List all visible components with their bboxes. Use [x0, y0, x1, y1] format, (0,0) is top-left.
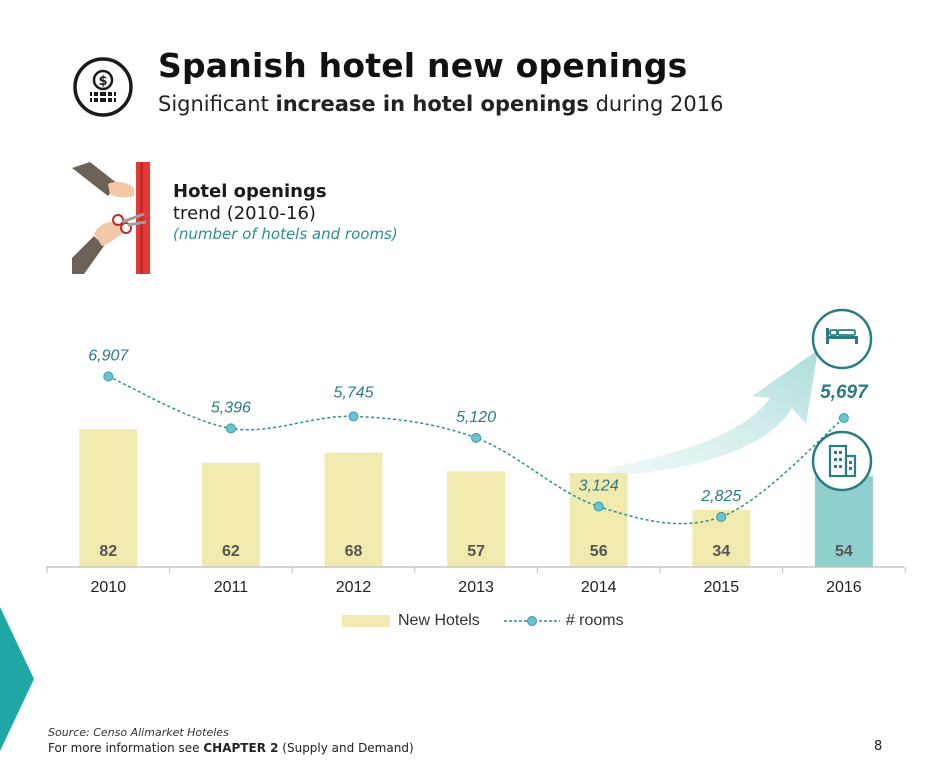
rooms-point-2013	[471, 432, 482, 443]
bar-value-label: 56	[590, 543, 608, 560]
bed-icon	[811, 308, 873, 370]
more-info-note: For more information see CHAPTER 2 (Supp…	[48, 741, 414, 755]
svg-text:$: $	[98, 74, 107, 89]
rooms-point-2011	[225, 423, 236, 434]
x-tick-label: 2016	[826, 579, 862, 596]
x-tick-label: 2011	[214, 579, 249, 596]
bar-2010	[79, 429, 138, 567]
legend-swatch-line	[503, 616, 560, 626]
rooms-point-2012	[348, 411, 359, 422]
page-number: 8	[874, 739, 883, 754]
chevron-tab-icon	[0, 607, 34, 751]
bar-2013	[447, 471, 506, 567]
bar-2014	[569, 472, 628, 567]
rooms-point-2010	[103, 371, 114, 382]
rooms-value-label: 3,124	[579, 478, 619, 495]
chart-heading-title: Hotel openings	[173, 181, 327, 202]
rooms-value-label: 5,396	[211, 399, 251, 416]
x-tick-label: 2015	[704, 579, 740, 596]
growth-arrow-icon	[608, 350, 818, 476]
bar-value-label: 82	[99, 543, 117, 560]
rooms-value-label: 6,907	[88, 347, 129, 364]
bar-value-label: 34	[712, 543, 730, 560]
x-tick-label: 2013	[458, 579, 494, 596]
x-tick-label: 2012	[336, 579, 372, 596]
legend-swatch-bars	[342, 615, 390, 627]
rooms-point-2014	[593, 501, 604, 512]
chart-heading-period: trend (2010-16)	[173, 203, 316, 224]
rooms-value-label: 2,825	[700, 488, 741, 505]
bar-value-label: 54	[835, 543, 853, 560]
bar-2012	[324, 452, 383, 567]
chart-legend: New Hotels # rooms	[342, 610, 624, 632]
source-note: Source: Censo Alimarket Hoteles	[48, 726, 229, 739]
legend-label-bars: New Hotels	[398, 612, 480, 629]
ribbon-cutting-icon	[72, 162, 150, 274]
bar-value-label: 62	[222, 543, 240, 560]
rooms-value-label: 5,120	[456, 409, 496, 426]
money-stack-icon: $	[73, 57, 133, 117]
chart-heading-note: (number of hotels and rooms)	[173, 225, 398, 243]
rooms-value-label: 5,745	[333, 384, 373, 401]
subtitle-pre: Significant	[158, 92, 276, 116]
x-tick-label: 2010	[91, 579, 127, 596]
page-subtitle: Significant increase in hotel openings d…	[158, 92, 723, 116]
more-info-post: (Supply and Demand)	[278, 741, 414, 755]
bar-2016	[814, 476, 873, 567]
bar-2011	[201, 462, 260, 567]
more-info-pre: For more information see	[48, 741, 204, 755]
chart-heading: Hotel openings trend (2010-16) (number o…	[173, 181, 398, 244]
legend-label-line: # rooms	[565, 612, 624, 629]
x-tick-label: 2014	[581, 579, 617, 596]
bar-value-label: 57	[467, 543, 485, 560]
rooms-point-2016	[838, 413, 849, 424]
rooms-point-2015	[716, 511, 727, 522]
subtitle-bold: increase in hotel openings	[275, 92, 589, 116]
bar-value-label: 68	[345, 543, 363, 560]
building-icon	[811, 430, 873, 492]
rooms-value-label: 5,697	[820, 382, 869, 403]
more-info-chapter: CHAPTER 2	[203, 741, 279, 755]
page-title: Spanish hotel new openings	[158, 46, 688, 85]
subtitle-post: during 2016	[588, 92, 724, 116]
